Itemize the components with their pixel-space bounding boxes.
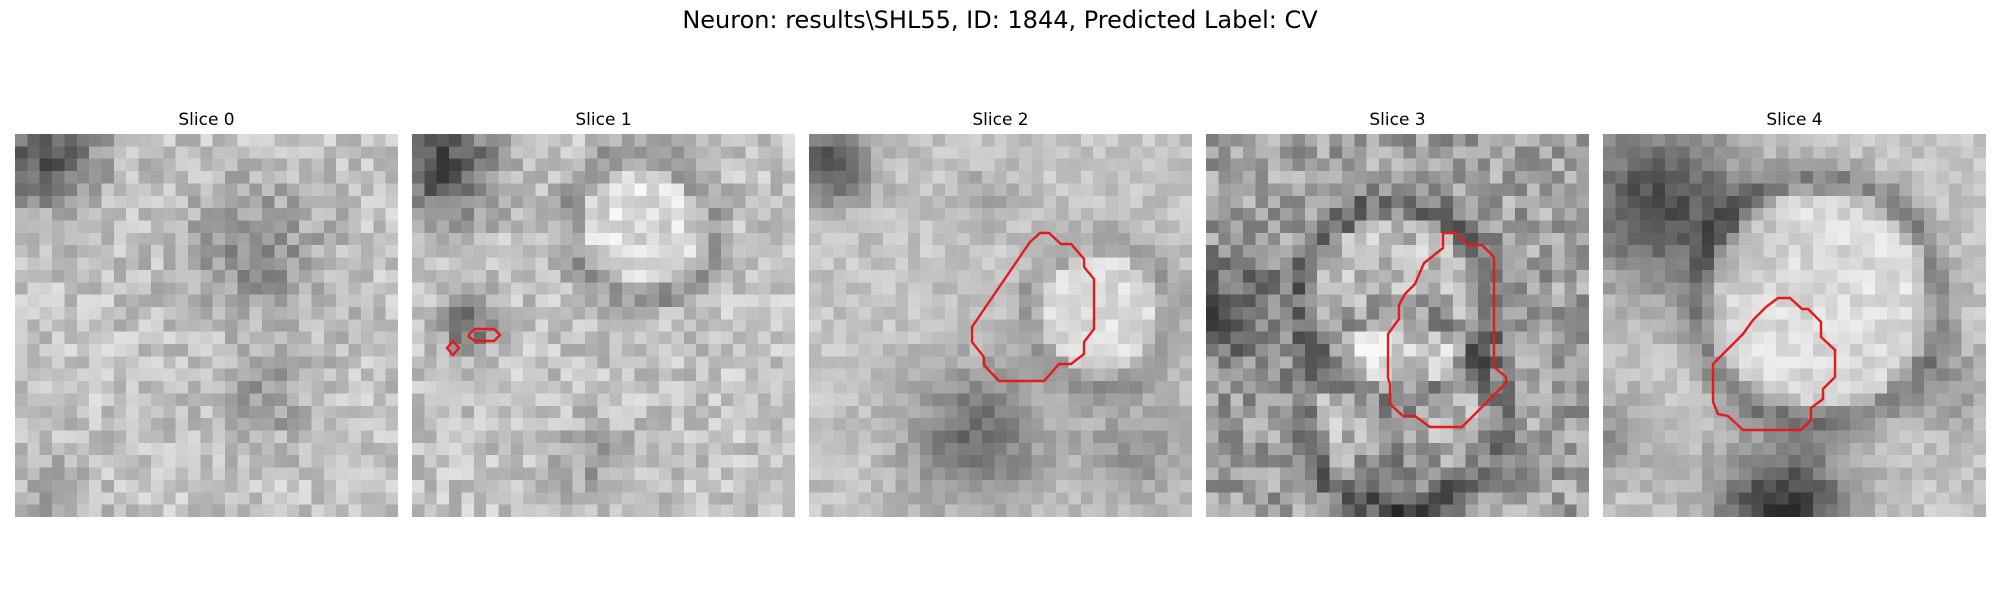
contour-line xyxy=(445,339,461,357)
slice-image xyxy=(15,134,398,517)
contour-overlay xyxy=(1711,296,1837,432)
slice-image xyxy=(1206,134,1589,517)
contour-line xyxy=(970,231,1096,383)
slice-image-wrapper xyxy=(15,134,398,517)
contour-line xyxy=(1386,231,1508,429)
slice-title: Slice 3 xyxy=(1369,110,1426,130)
slice-image-wrapper xyxy=(1206,134,1589,517)
contour-overlay xyxy=(445,327,502,357)
slice-image-wrapper xyxy=(1603,134,1986,517)
figure-title: Neuron: results\SHL55, ID: 1844, Predict… xyxy=(682,6,1318,34)
slice-title: Slice 4 xyxy=(1766,110,1823,130)
slice-title: Slice 0 xyxy=(178,110,235,130)
slice-panel-1: Slice 1 xyxy=(412,108,795,517)
contour-line xyxy=(467,327,502,343)
slice-image xyxy=(1603,134,1986,517)
slice-image xyxy=(809,134,1192,517)
slice-title: Slice 1 xyxy=(575,110,632,130)
slice-panel-2: Slice 2 xyxy=(809,108,1192,517)
slice-panel-3: Slice 3 xyxy=(1206,108,1589,517)
contour-overlay xyxy=(15,134,398,517)
slice-title: Slice 2 xyxy=(972,110,1029,130)
slice-panel-4: Slice 4 xyxy=(1603,108,1986,517)
slice-image-wrapper xyxy=(809,134,1192,517)
contour-line xyxy=(1711,296,1837,432)
slice-image xyxy=(412,134,795,517)
slice-panel-0: Slice 0 xyxy=(15,108,398,517)
contour-overlay xyxy=(970,231,1096,383)
contour-overlay xyxy=(1386,231,1508,429)
slice-image-wrapper xyxy=(412,134,795,517)
